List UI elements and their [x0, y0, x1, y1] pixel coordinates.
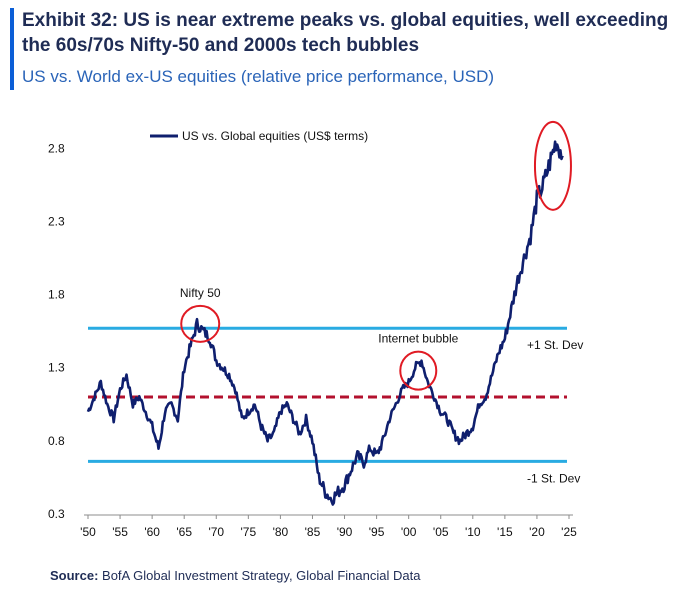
x-tick-label: '80: [273, 525, 289, 539]
source-note: Source: BofA Global Investment Strategy,…: [50, 568, 420, 583]
x-tick-label: '75: [241, 525, 257, 539]
annotation-circle: [180, 304, 221, 343]
chart-title-line-2: the 60s/70s Nifty-50 and 2000s tech bubb…: [22, 35, 420, 56]
x-tick-label: '70: [208, 525, 224, 539]
chart-title-line-1: Exhibit 32: US is near extreme peaks vs.…: [22, 10, 669, 31]
annotation-label: Internet bubble: [378, 332, 458, 346]
y-tick-label: 2.3: [48, 214, 65, 228]
series-line-us-vs-global: [86, 140, 564, 506]
x-tick-label: '65: [176, 525, 192, 539]
x-tick-label: '55: [112, 525, 128, 539]
x-tick-label: '25: [561, 525, 577, 539]
legend-label: US vs. Global equities (US$ terms): [182, 129, 368, 143]
annotation-circle: [399, 350, 438, 391]
x-tick-label: '85: [305, 525, 321, 539]
x-tick-label: '90: [337, 525, 353, 539]
y-tick-label: 2.8: [48, 141, 65, 155]
line-chart: 0.3 0.8 1.3 1.8 2.3 2.8 '50 '55 '60 '65 '70 '75 '80 '…: [48, 120, 583, 539]
x-tick-label: '60: [144, 525, 160, 539]
chart-subtitle: US vs. World ex-US equities (relative pr…: [22, 67, 495, 86]
chart-title: Exhibit 32: US is near extreme peaks vs.…: [22, 8, 692, 58]
x-tick-label: '05: [433, 525, 449, 539]
x-tick-label: '20: [529, 525, 545, 539]
annotation-circle: [533, 120, 572, 211]
x-tick-label: '10: [465, 525, 481, 539]
x-tick-label: '50: [80, 525, 96, 539]
stdev-minus-label: -1 St. Dev: [527, 471, 580, 485]
x-tick-label: '00: [401, 525, 417, 539]
y-tick-label: 1.3: [48, 361, 65, 375]
x-tick-label: '95: [369, 525, 385, 539]
x-tick-label: '15: [497, 525, 513, 539]
y-tick-label: 1.8: [48, 288, 65, 302]
stdev-plus-label: +1 St. Dev: [527, 338, 583, 352]
y-tick-label: 0.8: [48, 434, 65, 448]
title-accent-bar: [10, 8, 14, 90]
y-tick-label: 0.3: [48, 507, 65, 521]
annotation-label: Nifty 50: [180, 286, 221, 300]
source-label: Source:: [50, 568, 99, 583]
source-text: BofA Global Investment Strategy, Global …: [102, 568, 421, 583]
